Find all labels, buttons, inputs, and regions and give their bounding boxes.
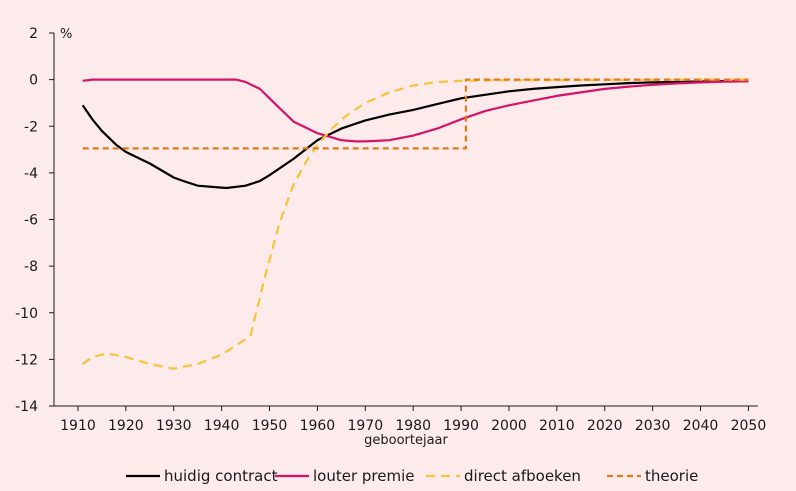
series-line-huidig-contract xyxy=(81,79,749,190)
x-tick-label: 1930 xyxy=(156,418,192,434)
x-tick-label: 2030 xyxy=(635,418,671,434)
x-axis-label: geboortejaar xyxy=(364,433,448,448)
y-tick-label: -6 xyxy=(24,213,38,229)
x-tick-label: 2040 xyxy=(683,418,719,434)
x-tick-label: 1970 xyxy=(347,418,383,434)
axes: 2 0 -2 -4 -6 -8 -10 -12 -14 1910 1920 1930 1940 1950 1… xyxy=(15,26,766,434)
y-tick-label: -10 xyxy=(15,306,38,322)
y-tick-label: -2 xyxy=(24,119,38,135)
x-tick-label: 2000 xyxy=(491,418,527,434)
y-tick-label: -12 xyxy=(15,352,38,368)
x-tick-label: 1990 xyxy=(443,418,479,434)
y-tick-label: 2 xyxy=(29,26,38,42)
y-tick-label: 0 xyxy=(29,73,38,89)
x-tick-label: 2020 xyxy=(587,418,623,434)
y-tick-label: -8 xyxy=(24,259,38,275)
legend-label: direct afboeken xyxy=(464,467,581,485)
x-tick-label: 1920 xyxy=(108,418,144,434)
series-line-louter-premie xyxy=(82,78,749,143)
series-line-direct-afboeken xyxy=(82,78,749,370)
legend: huidig contract louter premie direct afboe… xyxy=(126,467,698,485)
legend-label: huidig contract xyxy=(164,467,278,485)
x-tick-label: 1910 xyxy=(60,418,96,434)
legend-label: louter premie xyxy=(313,467,415,485)
x-tick-label: 1960 xyxy=(300,418,336,434)
x-tick-label: 1950 xyxy=(252,418,288,434)
x-tick-label: 2010 xyxy=(539,418,575,434)
x-tick-label: 1940 xyxy=(204,418,240,434)
y-tick-label: -4 xyxy=(24,166,38,182)
x-tick-label: 2050 xyxy=(731,418,767,434)
series-line-theorie xyxy=(82,78,749,150)
x-tick-label: 1980 xyxy=(395,418,431,434)
series-lines xyxy=(81,78,749,370)
y-tick-label: -14 xyxy=(15,399,38,415)
legend-label: theorie xyxy=(645,467,698,485)
y-axis-label: % xyxy=(60,27,72,42)
